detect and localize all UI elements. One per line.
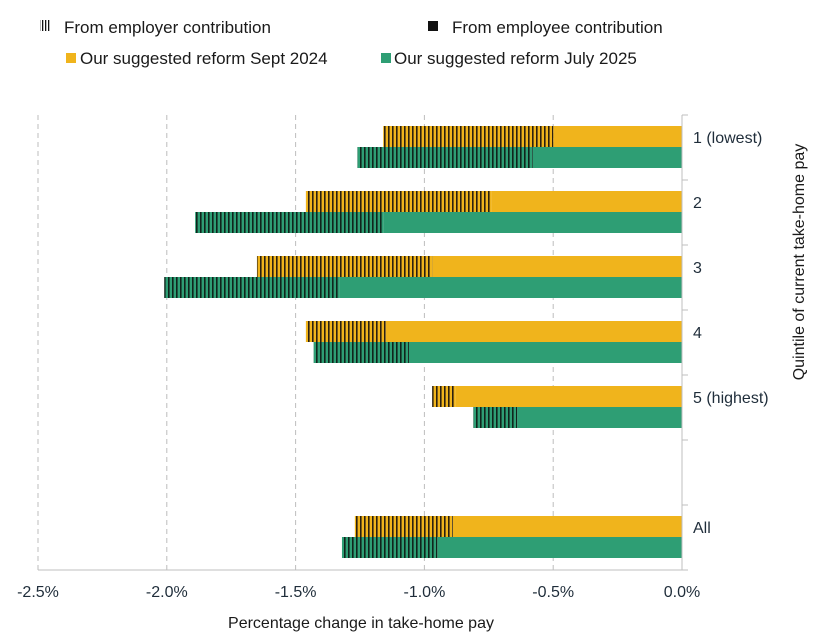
axes [38, 114, 688, 571]
legend-item-july2025: Our suggested reform July 2025 [381, 49, 637, 68]
category-label: All [693, 520, 711, 537]
x-tick-label: -1.5% [275, 584, 317, 601]
legend-item-employer: From employer contribution [40, 18, 271, 37]
bars [164, 126, 682, 558]
category-label: 2 [693, 195, 702, 212]
bar-july2025-employee [408, 342, 682, 363]
bar-july2025-employer [341, 537, 438, 558]
bar-july2025-employee [532, 147, 682, 168]
bar-july2025-employee [517, 407, 682, 428]
y-axis-title: Quintile of current take-home pay [791, 144, 808, 381]
bar-sept2024-employee [491, 191, 682, 212]
bar-july2025-employer [357, 147, 533, 168]
bar-sept2024-employee [455, 386, 682, 407]
bar-sept2024-employer [383, 126, 554, 147]
category-label: 5 (highest) [693, 390, 769, 407]
bar-sept2024-employee [432, 256, 682, 277]
legend-swatch-july2025 [381, 53, 391, 63]
legend-label-july2025: Our suggested reform July 2025 [394, 49, 637, 68]
bar-sept2024-employee [452, 516, 682, 537]
x-tick-label: 0.0% [664, 584, 700, 601]
x-tick-label: -0.5% [532, 584, 574, 601]
bar-july2025-employer [164, 277, 340, 298]
x-tick-label: -2.0% [146, 584, 188, 601]
bar-july2025-employee [437, 537, 682, 558]
bar-sept2024-employer [354, 516, 453, 537]
legend-item-employee: From employee contribution [428, 18, 663, 37]
bar-july2025-employer [195, 212, 384, 233]
x-tick-label: -1.0% [404, 584, 446, 601]
x-axis-title: Percentage change in take-home pay [228, 615, 494, 632]
category-label: 1 (lowest) [693, 130, 762, 147]
bar-sept2024-employer [305, 321, 386, 342]
bar-july2025-employee [339, 277, 682, 298]
bar-sept2024-employer [432, 386, 456, 407]
legend-swatch-employee [428, 21, 438, 31]
legend-item-sept2024: Our suggested reform Sept 2024 [66, 49, 328, 68]
bar-sept2024-employer [256, 256, 433, 277]
bar-july2025-employee [383, 212, 682, 233]
bar-july2025-employer [313, 342, 409, 363]
bar-sept2024-employer [305, 191, 492, 212]
category-label: 3 [693, 260, 702, 277]
legend: From employer contribution From employee… [40, 18, 663, 68]
legend-swatch-sept2024 [66, 53, 76, 63]
bar-july2025-employer [473, 407, 518, 428]
x-tick-labels: -2.5% -2.0% -1.5% -1.0% -0.5% 0.0% [17, 584, 700, 601]
x-tick-label: -2.5% [17, 584, 59, 601]
category-labels: 1 (lowest) 2 3 4 5 (highest) All [693, 130, 769, 537]
legend-swatch-employer [40, 20, 51, 31]
legend-label-employer: From employer contribution [64, 18, 271, 37]
bar-sept2024-employee [553, 126, 682, 147]
legend-label-sept2024: Our suggested reform Sept 2024 [80, 49, 328, 68]
category-label: 4 [693, 325, 702, 342]
bar-sept2024-employee [385, 321, 682, 342]
legend-label-employee: From employee contribution [452, 18, 663, 37]
